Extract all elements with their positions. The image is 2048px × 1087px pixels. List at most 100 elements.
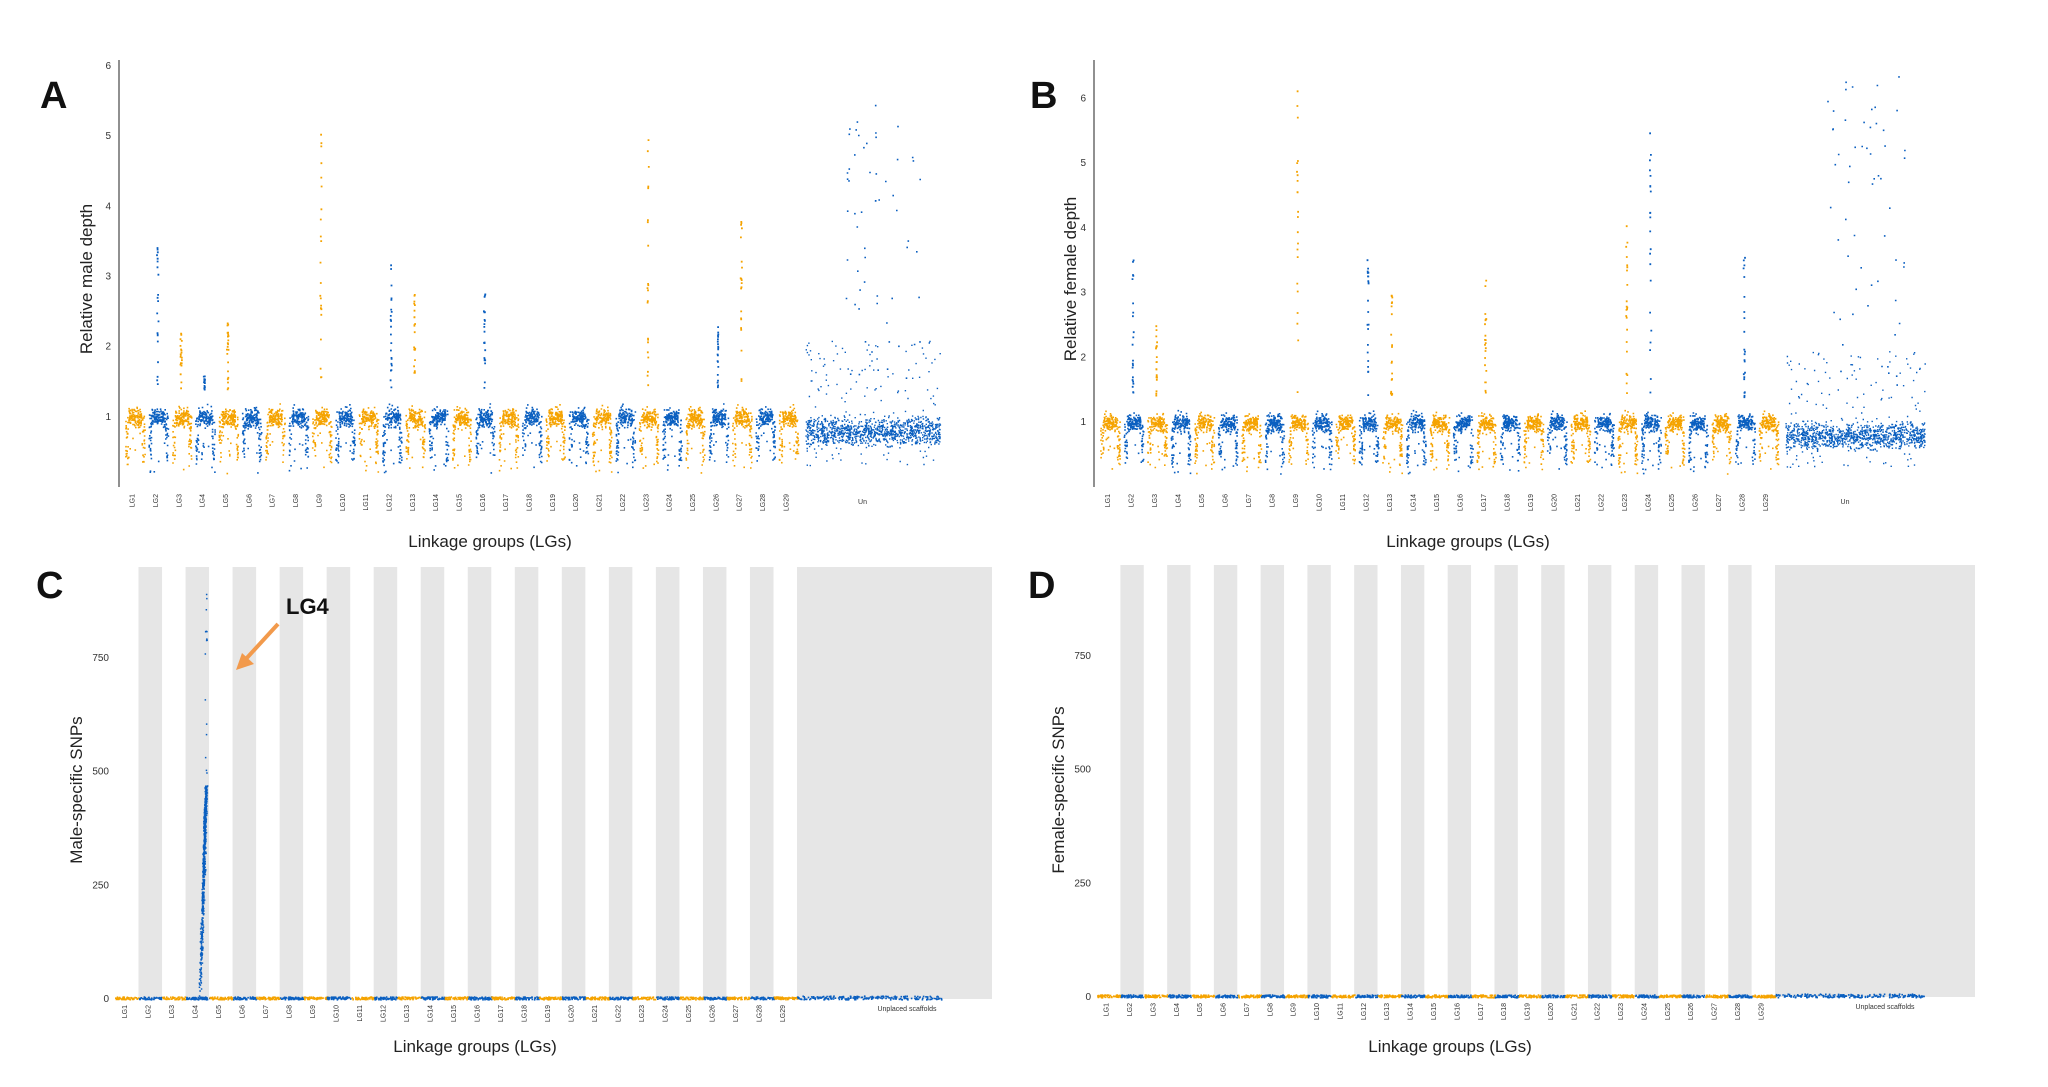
y-tick-label: 3 <box>105 272 111 283</box>
y-axis-title-b: Relative female depth <box>1061 197 1080 361</box>
depth-points-LG3 <box>1147 412 1169 469</box>
lg-band-LG8 <box>279 567 304 999</box>
x-tick-label: LG2 <box>1128 494 1135 507</box>
depth-points-LG21 <box>591 404 613 473</box>
y-tick-label: 5 <box>105 131 111 142</box>
x-tick-label: LG7 <box>270 494 277 507</box>
snp-points-LG14 <box>1401 994 1426 999</box>
x-tick-label: LG26 <box>713 494 720 511</box>
snp-points-LG15 <box>1425 994 1450 999</box>
snp-points-LG23 <box>1612 994 1635 999</box>
snp-points-LG1 <box>115 996 140 1001</box>
x-tick-label: LG22 <box>620 494 627 511</box>
depth-points-LG6 <box>1217 412 1239 471</box>
depth-points-LG2 <box>1123 412 1145 464</box>
depth-peak-LG3 <box>1155 325 1158 397</box>
snp-points-LG17 <box>491 996 516 1001</box>
x-tick-label: LG18 <box>1501 1003 1508 1020</box>
depth-points-LG10 <box>335 404 356 464</box>
x-tick-label: Un <box>858 499 867 506</box>
depth-peak-LG26 <box>716 326 720 389</box>
x-tick-label: LG15 <box>1434 494 1441 511</box>
x-tick-label: LG9 <box>316 494 323 507</box>
depth-points-LG27 <box>732 404 753 469</box>
x-tick-label: LG22 <box>616 1005 623 1022</box>
x-tick-label: LG13 <box>410 494 417 511</box>
panel-letter-c: C <box>36 565 63 607</box>
lg-band-LG2 <box>1120 565 1144 997</box>
y-tick-label: 0 <box>1085 992 1091 1003</box>
x-tick-label: LG19 <box>545 1005 552 1022</box>
y-axis-title-a: Relative male depth <box>77 204 96 354</box>
x-tick-label: LG1 <box>1104 1003 1111 1016</box>
snp-points-LG14 <box>420 996 446 1001</box>
x-tick-label: LG3 <box>169 1005 176 1018</box>
x-tick-label: LG1 <box>1105 494 1112 507</box>
depth-points-LG21 <box>1570 410 1592 464</box>
x-tick-label: LG22 <box>1599 494 1606 511</box>
x-tick-label: LG1 <box>130 494 137 507</box>
x-tick-label: LG21 <box>1571 1003 1578 1020</box>
x-tick-label: LG8 <box>1269 494 1276 507</box>
snp-points-LG12 <box>374 996 399 1001</box>
x-tick-label: LG10 <box>1316 494 1323 511</box>
depth-points-LG18 <box>521 404 543 469</box>
x-axis-title-a: Linkage groups (LGs) <box>408 532 571 551</box>
depth-points-LG25 <box>1664 412 1686 469</box>
x-tick-label: LG4 <box>1175 494 1182 507</box>
snp-points-LG23 <box>632 996 658 1001</box>
lg-band-unplaced <box>797 567 992 999</box>
x-tick-label: LG25 <box>1665 1003 1672 1020</box>
x-tick-label: LG19 <box>1525 1003 1532 1020</box>
snp-points-LG6 <box>233 996 258 1001</box>
depth-points-LG29 <box>778 404 800 464</box>
depth-points-LG22 <box>1593 412 1615 469</box>
x-tick-label: LG27 <box>1712 1003 1719 1020</box>
snp-points-LG3 <box>1144 994 1169 999</box>
snp-points-LG22 <box>609 996 634 1001</box>
x-tick-label: LG27 <box>1716 494 1723 511</box>
y-tick-label: 1 <box>105 412 111 423</box>
x-tick-label: LG18 <box>1505 494 1512 511</box>
y-tick-label: 4 <box>105 201 111 212</box>
x-tick-label: LG24 <box>667 494 674 511</box>
x-tick-label: LG25 <box>1669 494 1676 511</box>
x-tick-label: LG29 <box>1758 1003 1765 1020</box>
depth-points-Un <box>805 340 942 467</box>
x-tick-label: LG10 <box>340 494 347 511</box>
panel-b: B 1 2 3 4 5 6 LG1 LG2 LG3 LG4 LG5 LG6 LG7 LG8 LG9 LG10 L… <box>1030 60 1926 551</box>
panel-letter-a: A <box>40 75 67 117</box>
snp-points-LG9 <box>303 996 329 1001</box>
x-tick-label: LG2 <box>153 494 160 507</box>
depth-points-LG4 <box>1170 409 1192 475</box>
x-tick-label: LG11 <box>1337 1003 1344 1020</box>
x-tick-label: LG13 <box>404 1005 411 1022</box>
depth-points-LG9 <box>311 406 333 469</box>
panel-c: C 0 250 500 750 LG1 LG2 LG3 LG4 LG5 LG6 LG7 LG8 LG9 L… <box>36 565 992 1056</box>
snp-points-LG4 <box>1167 994 1192 999</box>
x-tick-label: LG16 <box>480 494 487 511</box>
x-tick-label: LG3 <box>1152 494 1159 507</box>
snp-points-LG10 <box>326 996 352 1001</box>
lg-band-LG12 <box>373 567 398 999</box>
depth-points-LG10 <box>1311 410 1333 471</box>
snp-points-LG3 <box>162 996 187 1001</box>
x-tick-label: LG4 <box>192 1005 199 1018</box>
y-tick-label: 1 <box>1080 417 1086 428</box>
y-tick-label: 250 <box>92 880 109 891</box>
x-tick-label: LG8 <box>293 494 300 507</box>
depth-points-LG8 <box>1264 412 1286 475</box>
depth-points-LG9 <box>1288 414 1310 465</box>
x-tick-label: LG29 <box>780 1005 787 1022</box>
depth-peak-LG24 <box>1649 132 1653 394</box>
snp-points-LG21 <box>1564 994 1590 999</box>
snp-points-LG26 <box>703 996 728 1001</box>
lg-band-LG10 <box>1307 565 1331 997</box>
x-tick-label: LG6 <box>1221 1003 1228 1016</box>
panel-letter-d: D <box>1028 565 1055 607</box>
depth-peak-Un <box>1827 76 1906 386</box>
x-tick-label: LG20 <box>573 494 580 511</box>
panel-letter-b: B <box>1030 75 1057 117</box>
depth-points-LG2 <box>148 408 170 473</box>
depth-points-LG14 <box>1406 409 1427 475</box>
